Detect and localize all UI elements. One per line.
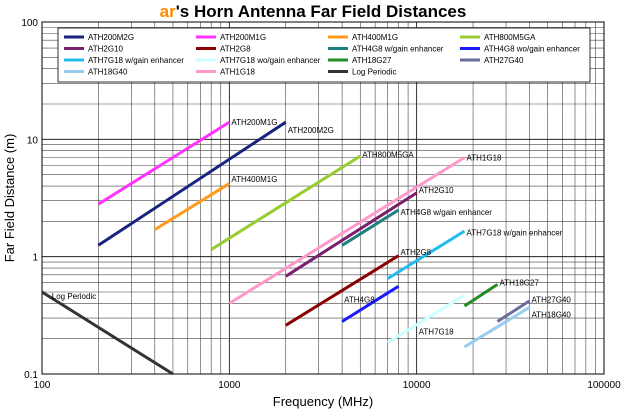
series-annotation: ATH800M5GA bbox=[362, 151, 414, 160]
y-tick-label: 1 bbox=[32, 253, 38, 264]
legend-label: ATH1G18 bbox=[220, 68, 256, 77]
legend-label: ATH400M1G bbox=[352, 33, 398, 42]
legend-label: ATH18G27 bbox=[352, 56, 392, 65]
series-line bbox=[153, 182, 231, 231]
series-annotation: ATH7G18 w/gain enhancer bbox=[466, 229, 562, 238]
legend-label: ATH4G8 w/gain enhancer bbox=[352, 45, 444, 54]
y-tick-label: 10 bbox=[27, 135, 39, 146]
series-line bbox=[463, 306, 531, 349]
tick-labels: 100 1000 10000 100000 0.1 1 10 100 bbox=[21, 18, 621, 391]
series-line bbox=[386, 229, 466, 280]
legend-label: ATH7G18 wo/gain enhancer bbox=[220, 56, 321, 65]
series-line bbox=[386, 293, 466, 344]
series-annotation: ATH200M2G bbox=[288, 126, 334, 135]
title-brand: ar bbox=[160, 2, 176, 21]
legend-box bbox=[57, 27, 591, 83]
x-tick-label: 1000 bbox=[218, 380, 241, 391]
y-axis-label: Far Field Distance (m) bbox=[2, 134, 17, 263]
series-annotation: ATH4G8 w/gain enhancer bbox=[401, 208, 493, 217]
legend-label: Log Periodic bbox=[352, 68, 396, 77]
title-rest: 's Horn Antenna Far Field Distances bbox=[176, 2, 467, 21]
legend-label: ATH2G8 bbox=[220, 45, 251, 54]
series-line bbox=[463, 283, 499, 308]
legend-label: ATH800M5GA bbox=[484, 33, 536, 42]
series-annotation: ATH2G8 bbox=[401, 248, 432, 257]
series-annotation: ATH4G8 bbox=[344, 296, 375, 305]
series-line bbox=[210, 154, 362, 251]
series-annotation: ATH200M1G bbox=[231, 118, 277, 127]
x-tick-label: 100 bbox=[34, 380, 51, 391]
legend-label: ATH27G40 bbox=[484, 56, 524, 65]
x-tick-label: 100000 bbox=[587, 380, 621, 391]
series-line bbox=[496, 299, 531, 323]
legend-label: ATH7G18 w/gain enhancer bbox=[88, 56, 184, 65]
series-line bbox=[228, 156, 466, 305]
y-tick-label: 0.1 bbox=[24, 370, 38, 381]
legend-label: ATH200M1G bbox=[220, 33, 266, 42]
series-annotation: ATH2G10 bbox=[419, 186, 455, 195]
series-annotation: Log Periodic bbox=[52, 292, 96, 301]
series-line bbox=[284, 191, 418, 278]
legend-label: ATH4G8 wo/gain enhancer bbox=[484, 45, 580, 54]
series-annotation: ATH18G27 bbox=[499, 279, 539, 288]
series-line bbox=[341, 208, 400, 247]
series-line bbox=[97, 120, 231, 206]
plot-frame bbox=[41, 21, 605, 375]
series-line bbox=[97, 120, 287, 247]
x-axis-label: Frequency (MHz) bbox=[273, 394, 373, 409]
annotation-layer: ATH200M1G ATH200M2G ATH400M1G ATH800M5GA ATH… bbox=[52, 118, 572, 336]
series-annotation: ATH7G18 bbox=[419, 328, 455, 337]
series-annotation: ATH1G18 bbox=[466, 154, 502, 163]
legend: ATH200M2G ATH200M1G ATH400M1G ATH800M5GA ATH… bbox=[57, 27, 591, 83]
y-tick-label: 100 bbox=[21, 18, 38, 29]
series-line bbox=[41, 290, 174, 376]
series-annotation: ATH18G40 bbox=[531, 311, 571, 320]
series-line bbox=[284, 254, 400, 327]
legend-label: ATH2G10 bbox=[88, 45, 124, 54]
x-tick-label: 10000 bbox=[403, 380, 431, 391]
series-layer bbox=[41, 120, 531, 376]
legend-label: ATH18G40 bbox=[88, 68, 128, 77]
series-line bbox=[341, 284, 400, 323]
series-annotation: ATH400M1G bbox=[231, 175, 277, 184]
chart-title: ar's Horn Antenna Far Field Distances bbox=[160, 2, 467, 21]
series-annotation: ATH27G40 bbox=[531, 296, 571, 305]
legend-label: ATH200M2G bbox=[88, 33, 134, 42]
